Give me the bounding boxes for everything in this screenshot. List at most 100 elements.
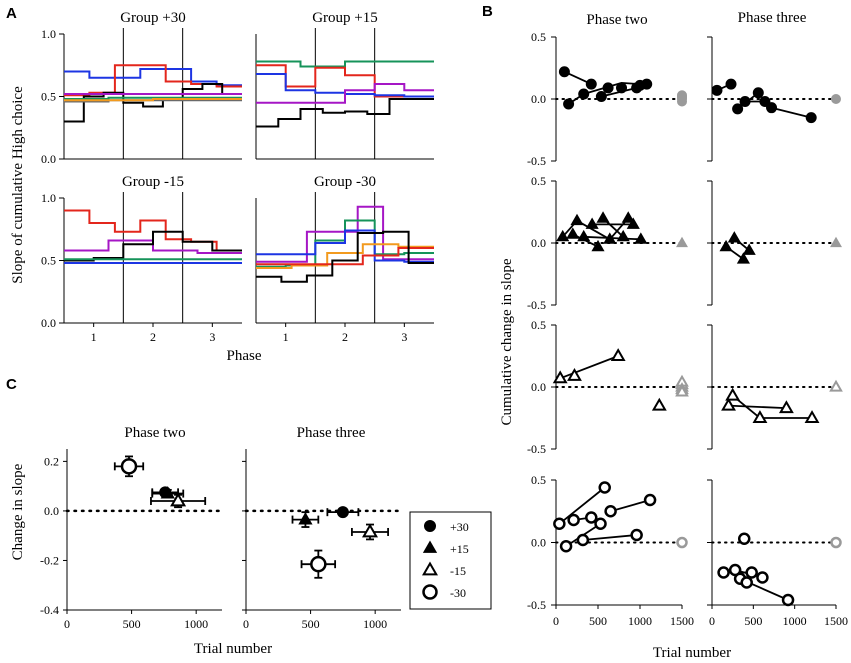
panel-b-row-1-phase-two-point (595, 91, 607, 103)
panel-c-title-phase-two: Phase two (124, 425, 185, 441)
panel-b-row-4-phase-two-marginal-point (676, 536, 688, 549)
panel-b-row-1-phase-three-point (739, 95, 751, 107)
panel-b-row-4-phase-two-ytick-label: 0.0 (531, 536, 546, 550)
panel-b-row-4-phase-three-xtick-label: 1000 (783, 614, 807, 628)
panel-b-row-3-phase-two-point (610, 348, 626, 361)
panel-a-xlabel: Phase (227, 348, 262, 364)
legend-label-2: +15 (450, 542, 469, 556)
panel-b-row-2-phase-three-point (736, 252, 750, 264)
panel-b-row-1-phase-three-point (752, 87, 764, 99)
panel-b-row-4-phase-two-xtick-label: 500 (589, 614, 607, 628)
panel-b-row-1-phase-two-point (585, 78, 597, 90)
panel-c-title-phase-three: Phase three (297, 425, 366, 441)
panel-b-row-2-phase-two-ytick-label: 0.0 (531, 236, 546, 250)
panel-b-row-3-phase-three-connector (728, 404, 787, 409)
panel-b-row-3-phase-three-point (778, 400, 794, 414)
panel-b-row-4-phase-two-ytick-label: -0.5 (527, 598, 546, 612)
panel-a-subplot-4-series-black (256, 230, 434, 283)
panel-a-plots: Group +30 0.0 0.5 1.0 Group +15 Group -15 0.0 0… (41, 10, 434, 344)
panel-label-c: C (6, 376, 17, 393)
legend-marker-1 (424, 520, 436, 532)
panel-b-row-4-phase-three-point (717, 566, 730, 579)
panel-b-row-4-phase-three-point (745, 566, 758, 579)
panel-b-row-4-phase-two-connector (558, 486, 606, 525)
panel-b-row-1-phase-two-point (641, 78, 653, 90)
panel-a-subplot-3-title: Group -15 (122, 174, 184, 190)
panel-b-row-4-phase-two-point (594, 517, 607, 530)
panel-c-plots: -0.4 -0.2 0.0 0.2 0 500 1000 0 500 1000 (40, 449, 403, 631)
panel-b-xlabel: Trial number (653, 645, 731, 661)
panel-b-row-1-phase-three-connector (771, 106, 812, 119)
panel-b-plots: -0.5 0.0 0.5 -0.5 0.0 0.5 -0.5 0.0 0.5 -0.5 0.0 0.5… (527, 30, 848, 628)
panel-b-row-1-phase-two-ytick-label: 0.5 (531, 30, 546, 44)
panel-c-subplot-1-ytick-label: 0.2 (44, 454, 59, 468)
panel-b-row-1-phase-two-point (563, 98, 575, 110)
panel-b-row-2-phase-two-point (585, 217, 599, 229)
panel-b-row-2-phase-three-marginal-point (830, 236, 842, 248)
panel-a-subplot-4-series-purple (256, 205, 434, 263)
panel-b-col-title-phase-two: Phase two (586, 12, 647, 28)
legend-label-4: -30 (450, 586, 466, 600)
panel-b-row-2-phase-two-ytick-label: 0.5 (531, 174, 546, 188)
panel-a-subplot-4-xtick-label: 1 (283, 330, 289, 344)
panel-c-subplot-1-point--15 (170, 492, 187, 507)
panel-b-row-2-phase-two-point (570, 213, 584, 226)
panel-a-subplot-3-xtick-label: 1 (91, 330, 97, 344)
panel-b-row-3-phase-three-point (725, 387, 741, 401)
panel-b-row-2-phase-two-point (603, 232, 617, 244)
panel-b-row-4-phase-two-point (585, 511, 598, 524)
panel-a-subplot-3-ytick-label: 0.0 (41, 316, 56, 330)
panel-b-row-3-phase-two-ytick-label: 0.5 (531, 318, 546, 332)
panel-b-row-2-phase-three-point (719, 239, 733, 252)
panel-b-row-3-phase-two-point (651, 397, 667, 411)
panel-b-row-1-phase-two-point (578, 88, 590, 100)
legend-label-1: +30 (450, 520, 469, 534)
legend-marker-4 (422, 584, 438, 600)
panel-a-subplot-2-series-green (256, 60, 434, 68)
panel-b-row-4-phase-two-xtick-label: 1000 (628, 614, 652, 628)
panel-c-subplot-1-point--30 (120, 458, 138, 475)
panel-a-subplot-1-title: Group +30 (120, 10, 186, 26)
panel-c-legend: +30 +15 -15 -30 (421, 520, 469, 600)
panel-b-row-4-phase-two-point (553, 517, 566, 530)
panel-b-row-2-phase-three-point (727, 231, 741, 243)
panel-b-row-4-phase-two-xtick-label: 0 (553, 614, 559, 628)
panel-label-b: B (482, 3, 493, 20)
panel-b-row-4-phase-three-marginal-point (830, 536, 842, 549)
panel-c-ylabel: Change in slope (10, 463, 26, 560)
panel-c-subplot-1-xtick-label: 0 (64, 617, 70, 631)
panel-a-subplot-1-series-green (64, 96, 242, 100)
panel-b-row-4-phase-two-connector (610, 499, 651, 513)
panel-c-subplot-1-xtick-label: 500 (123, 617, 141, 631)
panel-b-row-3-phase-two-ytick-label: 0.0 (531, 380, 546, 394)
panel-a-subplot-4-series-orange (256, 243, 434, 269)
panel-a-subplot-3-ytick-label: 1.0 (41, 191, 56, 205)
panel-b-row-4-phase-three-xtick-label: 0 (709, 614, 715, 628)
panel-a-subplot-2-series-purple (256, 83, 434, 104)
panel-b-row-4-phase-three-point (737, 532, 751, 545)
panel-c-subplot-2-point-+30 (336, 506, 349, 519)
panel-c-subplot-1-ytick-label: 0.0 (44, 504, 59, 518)
panel-b-row-3-phase-two-ytick-label: -0.5 (527, 442, 546, 456)
panel-a-subplot-1-series-orange (64, 98, 242, 102)
panel-b-row-2-phase-two-ytick-label: -0.5 (527, 298, 546, 312)
panel-a-subplot-1-ytick-label: 0.0 (41, 152, 56, 166)
panel-b-row-4-phase-three-xtick-label: 500 (744, 614, 762, 628)
panel-b-row-1-phase-three-point (711, 84, 723, 96)
panel-a-subplot-4-series-blue (256, 229, 434, 263)
panel-b-row-1-phase-two-point (602, 82, 614, 94)
panel-c-subplot-2-xtick-label: 500 (302, 617, 320, 631)
panel-a-subplot-4-xtick-label: 2 (342, 330, 348, 344)
panel-b-row-4-phase-two-point (643, 493, 657, 507)
panel-b-row-4-phase-two-point (604, 505, 617, 518)
panel-b-row-2-phase-two-marginal-point (676, 236, 688, 248)
panel-b-row-3-phase-two-point (552, 370, 568, 384)
panel-c-subplot-1-ytick-label: -0.4 (40, 603, 59, 617)
panel-a-subplot-2-series-black (256, 98, 434, 128)
panel-b-row-1-phase-two-ytick-label: 0.0 (531, 92, 546, 106)
panel-c-subplot-1-xtick-label: 1000 (184, 617, 208, 631)
panel-b-row-4-phase-two-point (630, 528, 643, 542)
panel-b-row-4-phase-three-point (740, 576, 753, 589)
panel-b-row-1-phase-three-point (805, 112, 817, 124)
